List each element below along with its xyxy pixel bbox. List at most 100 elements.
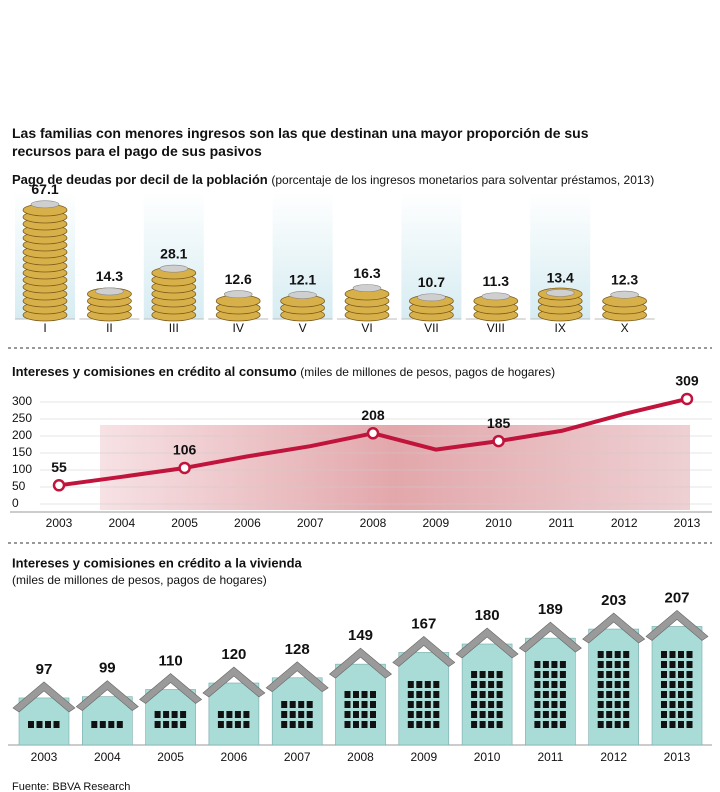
- building-body: [145, 689, 196, 746]
- window: [597, 661, 604, 668]
- window: [559, 681, 566, 688]
- coin-stack: [344, 284, 390, 322]
- window: [370, 721, 376, 728]
- building: [202, 666, 266, 746]
- window: [471, 691, 478, 698]
- y-tick-label: 0: [12, 496, 19, 510]
- window: [534, 671, 541, 678]
- window: [686, 661, 693, 668]
- window: [298, 721, 305, 728]
- coin-stack: [22, 200, 68, 322]
- window: [597, 691, 604, 698]
- x-tick-label: 2013: [664, 750, 691, 764]
- value-label: 14.3: [96, 268, 123, 284]
- window: [180, 721, 187, 728]
- window: [669, 711, 676, 718]
- x-tick-label: 2007: [297, 516, 324, 530]
- window: [542, 711, 549, 718]
- window: [424, 681, 431, 688]
- x-tick-label: 2012: [600, 750, 627, 764]
- window: [306, 701, 313, 708]
- coin-top: [223, 290, 253, 299]
- x-tick-label: VIII: [487, 321, 505, 335]
- building: [75, 680, 139, 746]
- building: [392, 636, 456, 746]
- x-tick-label: 2006: [221, 750, 248, 764]
- roof: [265, 661, 329, 693]
- x-tick-label: V: [299, 321, 307, 335]
- window: [281, 711, 288, 718]
- window: [99, 721, 106, 728]
- value-label: 10.7: [418, 274, 445, 290]
- coin-top: [481, 292, 511, 301]
- x-tick-label: VI: [361, 321, 372, 335]
- roof: [12, 681, 76, 713]
- building-body: [271, 677, 323, 746]
- window: [678, 651, 684, 658]
- window: [542, 691, 549, 698]
- window: [433, 721, 440, 728]
- marker: [52, 479, 66, 492]
- window: [289, 711, 296, 718]
- window: [416, 721, 423, 728]
- window: [289, 721, 296, 728]
- window: [424, 711, 431, 718]
- window: [678, 681, 684, 688]
- window: [217, 721, 224, 728]
- window: [661, 681, 667, 688]
- value-label: 110: [158, 652, 182, 669]
- roof: [645, 610, 709, 641]
- source: Fuente: BBVA Research: [12, 781, 130, 792]
- marker: [492, 434, 505, 448]
- window: [344, 711, 351, 718]
- value-label: 12.1: [289, 272, 316, 288]
- window: [344, 701, 351, 708]
- window: [606, 661, 613, 668]
- window: [614, 701, 621, 708]
- coin-stack: [280, 291, 326, 322]
- coin-top: [545, 288, 575, 297]
- value-label: 12.3: [611, 271, 638, 287]
- building: [139, 673, 203, 746]
- value-label: 67.1: [31, 181, 58, 197]
- value-label: 11.3: [483, 273, 510, 289]
- window: [678, 671, 684, 678]
- value-label: 207: [664, 589, 689, 606]
- window: [353, 721, 359, 728]
- window: [686, 711, 693, 718]
- window: [424, 721, 431, 728]
- building: [329, 647, 392, 746]
- window: [678, 661, 684, 668]
- window: [597, 681, 604, 688]
- window: [534, 661, 541, 668]
- window: [623, 671, 630, 678]
- window: [551, 671, 558, 678]
- window: [669, 671, 676, 678]
- value-label: 97: [36, 661, 53, 678]
- value-label: 120: [221, 646, 246, 663]
- roof: [455, 627, 519, 659]
- window: [597, 671, 604, 678]
- x-tick-label: 2011: [548, 516, 574, 530]
- marker: [178, 461, 191, 475]
- window: [551, 721, 558, 728]
- window: [234, 721, 241, 728]
- window: [669, 651, 676, 658]
- window: [559, 671, 566, 678]
- x-tick-label: 2010: [474, 750, 501, 764]
- window: [551, 691, 558, 698]
- value-label: 208: [361, 407, 385, 423]
- window: [614, 661, 621, 668]
- window: [298, 701, 305, 708]
- window: [488, 701, 495, 708]
- window: [433, 681, 440, 688]
- window: [488, 671, 495, 678]
- window: [614, 721, 621, 728]
- window: [669, 681, 676, 688]
- building-body: [335, 663, 386, 746]
- x-tick-label: 2008: [360, 516, 387, 530]
- value-label: 309: [675, 373, 699, 389]
- window: [606, 691, 613, 698]
- window: [623, 721, 630, 728]
